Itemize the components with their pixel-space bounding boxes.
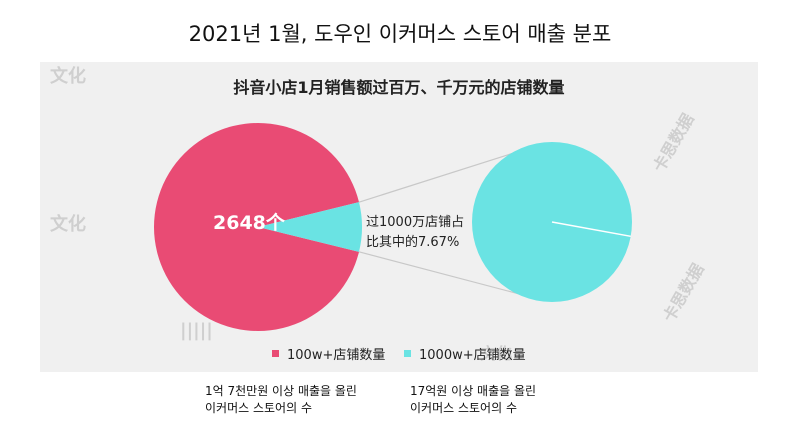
connector-line-bottom bbox=[358, 251, 543, 301]
caption-right: 17억원 이상 매출을 올린 이커머스 스토어의 수 bbox=[410, 383, 536, 417]
legend-label: 1000w+店铺数量 bbox=[419, 348, 526, 363]
caption-line: 17억원 이상 매출을 올린 bbox=[410, 384, 537, 398]
legend-label: 100w+店铺数量 bbox=[287, 348, 386, 363]
legend-item-100w: 100w+店铺数量 bbox=[272, 344, 385, 363]
caption-left: 1억 7천만원 이상 매출을 올린 이커머스 스토어의 수 bbox=[205, 383, 357, 417]
caption-line: 이커머스 스토어의 수 bbox=[205, 401, 312, 415]
legend-swatch-pink bbox=[272, 350, 279, 357]
caption-line: 1억 7천만원 이상 매출을 올린 bbox=[205, 384, 357, 398]
sub-pie-divider bbox=[551, 221, 631, 238]
data-label-100w: 2648个 bbox=[213, 212, 286, 234]
pie-slice-100w bbox=[153, 123, 359, 332]
legend-swatch-cyan bbox=[404, 350, 411, 357]
page-title: 2021년 1월, 도우인 이커머스 스토어 매출 분포 bbox=[188, 22, 612, 46]
callout-line-2: 比其中的7.67% bbox=[366, 234, 459, 250]
pie-slice-1000w bbox=[258, 202, 362, 252]
chart-title: 抖音小店1月销售额过百万、千万元的店铺数量 bbox=[233, 78, 565, 97]
legend-item-1000w: 1000w+店铺数量 bbox=[404, 344, 526, 363]
callout-line-1: 过1000万店铺占 bbox=[366, 215, 464, 230]
caption-line: 이커머스 스토어의 수 bbox=[410, 401, 517, 415]
